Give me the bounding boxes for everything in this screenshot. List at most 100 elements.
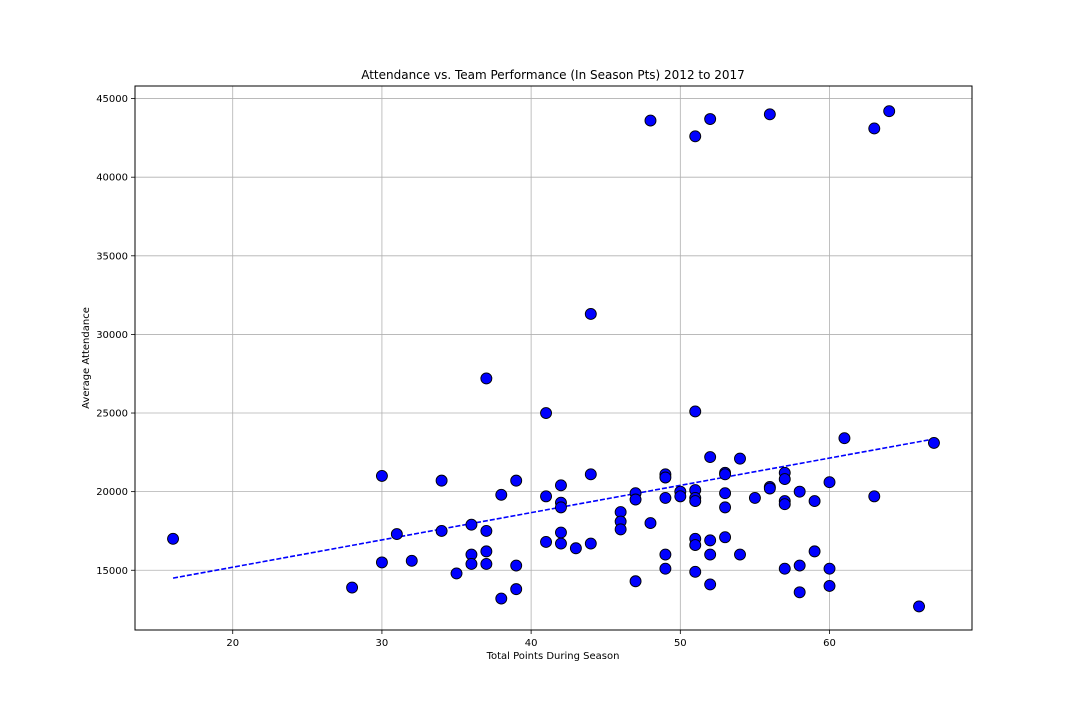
y-tick-label: 45000 [96, 94, 128, 105]
data-point [808, 545, 821, 558]
data-point [689, 565, 702, 578]
data-points [167, 105, 940, 613]
plot-frame [134, 85, 973, 631]
data-point [704, 113, 717, 125]
data-point [480, 558, 493, 570]
data-point [510, 583, 523, 596]
data-point [405, 554, 418, 567]
data-point [480, 545, 493, 558]
data-point [734, 548, 746, 561]
data-point [808, 495, 821, 508]
y-tick-label: 30000 [96, 330, 128, 341]
data-point [495, 488, 508, 501]
data-point [375, 469, 388, 482]
y-tick-label: 35000 [96, 251, 128, 262]
x-tick-label: 50 [674, 638, 687, 649]
trend-line-layer [172, 438, 935, 579]
data-point [778, 562, 791, 575]
data-point [375, 556, 388, 569]
data-point [689, 539, 702, 552]
data-point [763, 108, 776, 121]
data-point [167, 532, 179, 545]
data-point [689, 130, 702, 143]
data-point [659, 548, 672, 561]
chart-title: Attendance vs. Team Performance (In Seas… [361, 68, 745, 82]
data-point [823, 580, 836, 592]
x-axis-ticks: 20 30 40 50 60 [226, 630, 836, 649]
data-point [555, 501, 567, 514]
data-point [793, 559, 806, 572]
y-axis-ticks: 15000 20000 25000 30000 35000 40000 45000 [96, 94, 135, 577]
data-point [823, 562, 836, 575]
y-axis-title: Average Attendance [81, 307, 92, 409]
data-point [480, 524, 493, 537]
x-tick-label: 20 [226, 638, 239, 649]
data-point [629, 493, 642, 506]
data-point [465, 518, 478, 531]
data-point [763, 482, 776, 495]
y-tick-label: 15000 [96, 566, 128, 577]
data-point [734, 452, 746, 465]
data-point [510, 559, 523, 572]
data-point [719, 487, 732, 500]
data-point [689, 495, 702, 508]
y-tick-label: 40000 [96, 173, 128, 184]
data-point [868, 122, 881, 135]
data-point [495, 592, 508, 605]
data-point [450, 567, 463, 580]
data-point [793, 586, 806, 599]
data-point [928, 436, 940, 449]
data-point [883, 105, 896, 118]
x-tick-label: 60 [823, 638, 836, 649]
data-point [346, 581, 359, 594]
data-point [823, 476, 836, 489]
data-point [778, 498, 791, 511]
data-point [540, 407, 552, 419]
data-point [480, 372, 493, 385]
data-point [704, 578, 717, 591]
data-point [435, 474, 448, 487]
data-point [555, 479, 567, 492]
y-tick-label: 20000 [96, 487, 128, 498]
data-point [465, 558, 478, 570]
data-point [390, 528, 403, 541]
data-point [644, 517, 657, 530]
data-point [555, 537, 567, 550]
data-point [659, 471, 672, 484]
data-point [540, 536, 552, 548]
data-point [435, 524, 448, 537]
data-point [689, 405, 702, 418]
trend-line [172, 438, 935, 579]
y-tick-label: 25000 [96, 409, 128, 420]
x-axis-title: Total Points During Season [486, 651, 620, 662]
data-point [555, 526, 567, 539]
data-point [629, 575, 642, 588]
data-point [584, 537, 597, 550]
data-point [584, 468, 597, 481]
data-point [659, 491, 672, 504]
data-point [719, 531, 732, 544]
data-point [704, 451, 717, 464]
data-point [704, 548, 717, 561]
data-point [838, 432, 851, 445]
data-point [540, 490, 552, 503]
data-point [748, 491, 761, 504]
data-point [868, 490, 881, 503]
data-point [614, 523, 627, 536]
data-point [719, 501, 732, 514]
grid [135, 86, 972, 630]
data-point [913, 600, 925, 613]
data-point [793, 485, 806, 498]
data-point [510, 474, 523, 487]
data-point [674, 490, 687, 503]
data-point [584, 308, 597, 320]
data-point [719, 468, 732, 481]
x-tick-label: 40 [525, 638, 538, 649]
data-point [569, 542, 582, 555]
data-point [659, 562, 672, 575]
data-point [644, 114, 657, 127]
data-point [778, 473, 791, 486]
data-point [704, 534, 717, 547]
